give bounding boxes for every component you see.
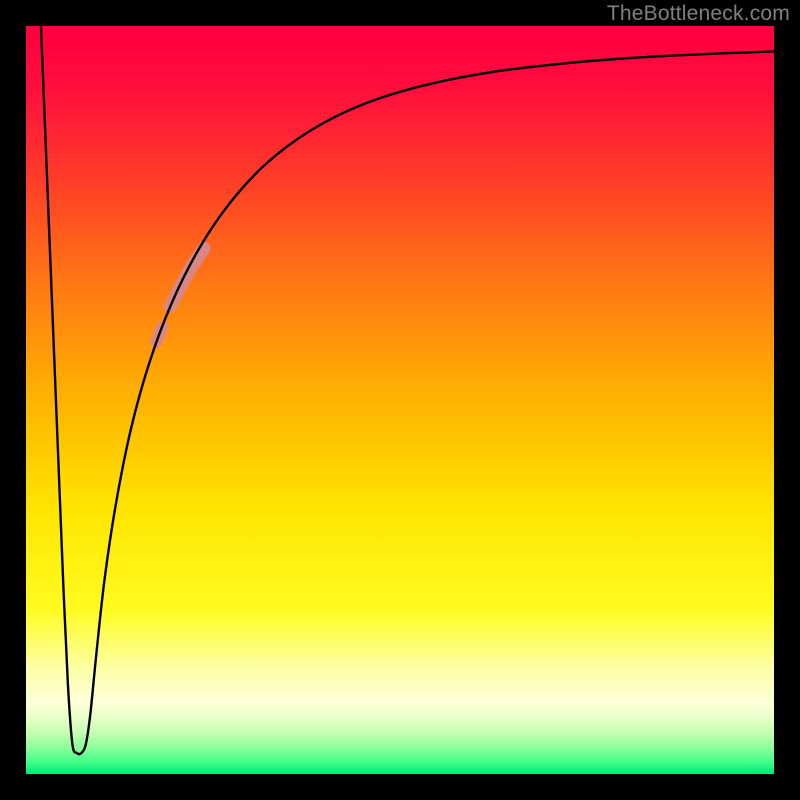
chart-frame: TheBottleneck.com xyxy=(0,0,800,800)
watermark-text: TheBottleneck.com xyxy=(607,2,790,26)
bottleneck-curve-chart xyxy=(26,26,774,774)
plot-area xyxy=(26,26,774,774)
